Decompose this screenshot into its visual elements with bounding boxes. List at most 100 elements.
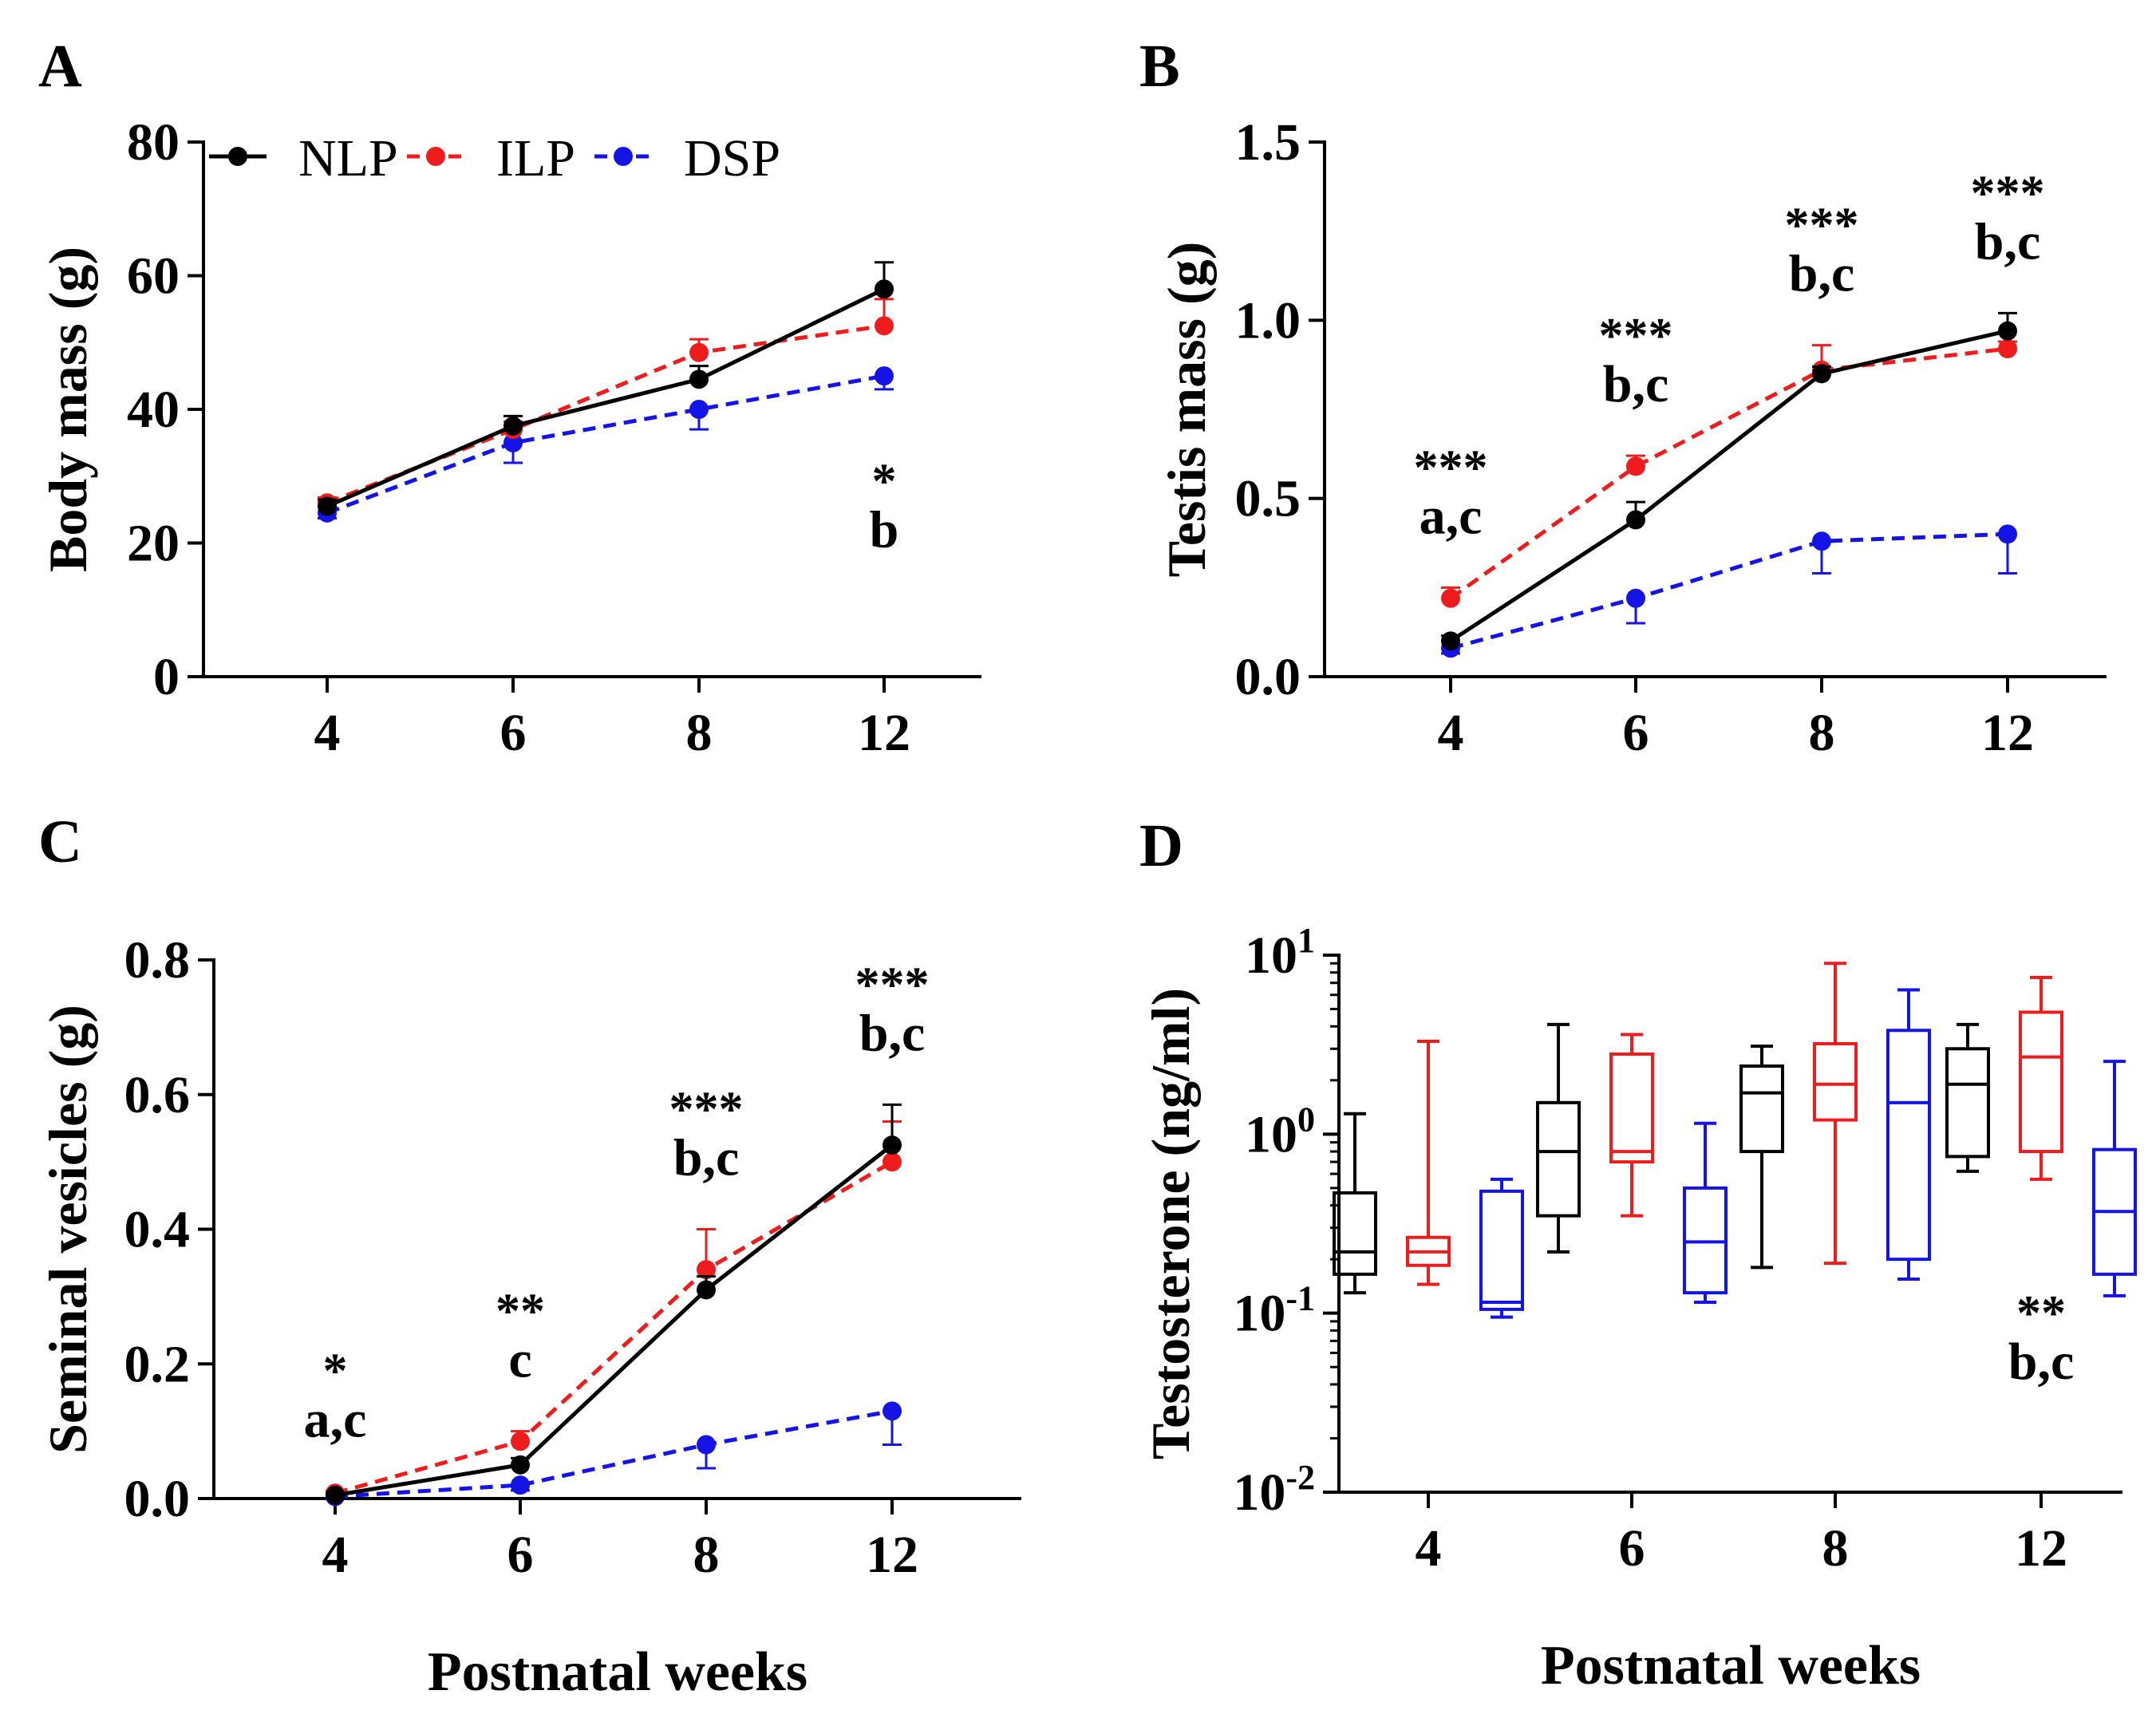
- series-line: [326, 373, 885, 515]
- significance-letters: a,c: [1420, 487, 1483, 545]
- series-line: [334, 1408, 893, 1499]
- panel-letter-C: C: [38, 808, 82, 875]
- box-plot: [1886, 988, 1931, 1281]
- series-ILP: [1441, 339, 2017, 608]
- x-tick-label: 6: [500, 704, 527, 762]
- box: [1479, 1189, 1524, 1311]
- series-line: [326, 323, 885, 505]
- annotation: **c: [496, 1285, 545, 1389]
- y-tick-label: 101: [1245, 921, 1315, 985]
- annotation: *b: [870, 455, 899, 559]
- x-tick-label: 4: [1416, 1519, 1442, 1578]
- box: [1609, 1052, 1654, 1164]
- x-tick-label: 6: [1623, 704, 1649, 762]
- data-point: [1812, 531, 1831, 551]
- annotation: ***b,c: [855, 958, 930, 1062]
- significance-stars: ***: [1785, 199, 1859, 253]
- significance-stars: *: [323, 1345, 348, 1399]
- data-point: [1626, 456, 1645, 476]
- y-tick-label: 1.5: [1235, 113, 1301, 172]
- significance-stars: ***: [1599, 309, 1673, 363]
- data-point: [697, 1280, 716, 1300]
- series-line: [1449, 329, 2008, 643]
- x-tick-label: 8: [1809, 704, 1835, 762]
- legend-label: DSP: [684, 129, 780, 188]
- box-plot: [1333, 1112, 1377, 1295]
- data-point: [689, 369, 709, 389]
- box: [1945, 1047, 1990, 1159]
- data-point: [1626, 510, 1645, 530]
- x-tick-label: 8: [1822, 1519, 1849, 1578]
- panel-A: A 0 20 40 60 80 4 6 8 12 Body mass (g) *b NLP ILP DSP: [38, 33, 981, 762]
- annotation: ***b,c: [1785, 199, 1859, 303]
- x-tick-label: 12: [858, 704, 910, 762]
- y-tick-label: 60: [127, 247, 180, 306]
- series-line: [1449, 346, 2008, 600]
- series-NLP: [1333, 1022, 1990, 1295]
- data-point: [883, 1152, 902, 1172]
- data-point: [318, 496, 337, 516]
- y-axis-label: Seminal vesicles (g): [38, 1005, 98, 1454]
- panel-D: D 10-2 10-1 100 101 4 6 8 12 Testosterone (ng/ml)…: [1139, 812, 2137, 1696]
- x-tick-label: 4: [322, 1526, 349, 1584]
- panel-letter-D: D: [1139, 812, 1183, 879]
- x-tick-label: 12: [2015, 1519, 2067, 1578]
- x-tick-label: 4: [1438, 704, 1464, 762]
- y-tick-label: 0.4: [124, 1201, 191, 1259]
- significance-stars: ***: [669, 1083, 744, 1137]
- y-axis-label: Testis mass (g): [1156, 242, 1217, 578]
- data-point: [883, 1401, 902, 1421]
- x-tick-label: 6: [507, 1526, 534, 1584]
- series-ILP: [318, 298, 894, 513]
- y-tick-label: 10-1: [1233, 1279, 1315, 1343]
- series-line: [326, 287, 886, 508]
- y-tick-label: 0.5: [1235, 470, 1301, 528]
- significance-stars: ***: [855, 958, 930, 1012]
- significance-stars: *: [872, 455, 897, 509]
- data-point: [503, 416, 523, 436]
- y-tick-label: 1.0: [1235, 291, 1301, 350]
- box: [1739, 1064, 1784, 1154]
- data-point: [689, 342, 709, 362]
- legend-label: NLP: [298, 129, 398, 188]
- x-tick-label: 6: [1619, 1519, 1645, 1578]
- box-plot: [1813, 962, 1858, 1266]
- legend: NLP ILP DSP: [209, 129, 780, 188]
- box-plot: [1683, 1121, 1728, 1305]
- x-axis-label: Postnatal weeks: [1541, 1635, 1921, 1696]
- series-line: [1450, 531, 2008, 650]
- legend-marker: [426, 147, 445, 166]
- x-tick-label: 12: [1981, 704, 2034, 762]
- box-plot: [1479, 1177, 1524, 1319]
- y-tick-label: 0.6: [124, 1066, 191, 1124]
- series-NLP: [326, 1103, 902, 1505]
- annotation: ***b,c: [669, 1083, 744, 1187]
- data-point: [875, 366, 894, 386]
- series-DSP: [326, 1401, 902, 1507]
- significance-stars: **: [496, 1285, 545, 1339]
- panel-letter-B: B: [1139, 33, 1180, 100]
- x-tick-label: 8: [693, 1526, 720, 1584]
- box: [1886, 1029, 1931, 1262]
- x-tick-label: 8: [686, 704, 713, 762]
- panel-C: C 0.0 0.2 0.4 0.6 0.8 4 6 8 12 Seminal vesicles (g…: [38, 808, 1021, 1703]
- significance-letters: b,c: [2008, 1333, 2075, 1391]
- significance-stars: ***: [1414, 440, 1488, 495]
- x-axis-label: Postnatal weeks: [428, 1641, 808, 1703]
- legend-marker: [228, 147, 247, 166]
- box-plot: [1536, 1022, 1581, 1254]
- y-axis-label: Testosterone (ng/ml): [1140, 988, 1201, 1459]
- data-point: [1441, 631, 1460, 651]
- series-ILP: [1406, 962, 2063, 1286]
- box: [1333, 1191, 1377, 1276]
- box-plot: [1406, 1040, 1451, 1286]
- data-point: [697, 1435, 716, 1455]
- y-tick-label: 80: [127, 113, 180, 172]
- data-point: [883, 1135, 902, 1155]
- significance-letters: b,c: [1789, 245, 1855, 303]
- y-tick-label: 100: [1245, 1100, 1315, 1163]
- box: [1536, 1100, 1581, 1218]
- x-tick-label: 4: [314, 704, 341, 762]
- box: [1813, 1042, 1858, 1122]
- legend-label: ILP: [496, 129, 575, 188]
